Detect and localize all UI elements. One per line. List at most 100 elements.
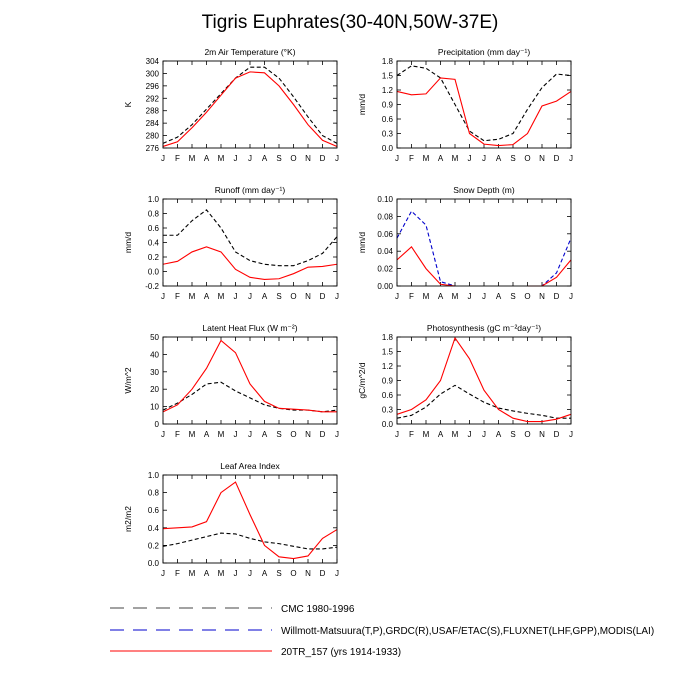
x-tick-label: J [234,430,238,439]
x-tick-label: A [496,292,502,301]
series-line-willmott-matsuura-usaf-etac [396,210,572,287]
plot-frame [162,60,338,149]
x-tick-label: J [468,154,472,163]
y-tick-label: 0.4 [148,239,160,248]
x-tick-label: J [161,430,165,439]
x-tick-label: A [204,292,210,301]
x-tick-label: S [276,154,281,163]
x-tick-label: J [569,292,573,301]
panel-latent-heat-flux-w-m: Latent Heat Flux (W m⁻²) W/m^2 0 10 20 30 40 50… [123,323,339,439]
x-tick-label: S [510,154,515,163]
y-tick-label: 0.3 [382,130,394,139]
y-tick-label: 0.8 [148,489,160,498]
panel-precipitation-mm-day: Precipitation (mm day⁻¹) mm/d 0.0 0.3 0.6 0.9… [357,47,573,163]
x-tick-label: F [175,430,180,439]
x-tick-label: O [524,154,530,163]
y-tick-label: 0.04 [377,247,393,256]
y-tick-label: 0.10 [377,195,393,204]
figure-title: Tigris Euphrates(30-40N,50W-37E) [202,12,499,33]
y-tick-label: 1.8 [382,333,394,342]
x-tick-label: A [496,430,502,439]
series-line-cmc-1980-1996 [162,66,338,144]
x-tick-label: D [320,430,326,439]
panel-title: Photosynthesis (gC m⁻²day⁻¹) [427,323,541,333]
y-tick-label: 0.6 [382,391,394,400]
legend-label-obs: Willmott-Matsuura(T,P),GRDC(R),USAF/ETAC… [281,626,654,637]
panels: 2m Air Temperature (°K) K 276 280 284 288 292 2… [123,47,573,578]
x-tick-label: A [262,154,268,163]
series-line-20tr-157 [396,77,572,147]
x-tick-label: J [161,292,165,301]
y-tick-label: -0.2 [145,282,159,291]
plot-frame [396,60,572,149]
plot-frame [396,198,572,287]
plot-frame [162,336,338,425]
y-axis-label: gC/m^2/d [357,362,367,398]
y-tick-label: 0.3 [382,406,394,415]
x-tick-label: A [262,292,268,301]
plot-frame [162,198,338,287]
panel-title: 2m Air Temperature (°K) [204,47,295,57]
x-tick-label: O [290,430,296,439]
x-tick-label: N [305,292,311,301]
y-tick-label: 0.0 [382,144,394,153]
legend-label-cmc: CMC 1980-1996 [281,604,355,615]
x-tick-label: M [218,154,225,163]
x-tick-label: J [248,569,252,578]
y-axis-label: mm/d [357,94,367,116]
x-tick-label: D [320,292,326,301]
y-tick-label: 1.5 [382,348,394,357]
x-tick-label: J [335,154,339,163]
y-tick-label: 50 [150,333,159,342]
x-tick-label: O [290,292,296,301]
x-tick-label: J [248,430,252,439]
y-tick-label: 292 [146,94,160,103]
y-tick-label: 0.6 [148,224,160,233]
y-tick-label: 304 [146,57,160,66]
x-tick-label: M [189,154,196,163]
x-tick-label: F [409,430,414,439]
panel-title: Leaf Area Index [220,461,280,471]
x-tick-label: N [305,569,311,578]
series-line-20tr-157 [396,246,572,287]
x-tick-label: J [234,292,238,301]
x-tick-label: J [161,154,165,163]
y-tick-label: 1.2 [382,86,394,95]
x-tick-label: M [452,292,459,301]
x-tick-label: M [452,154,459,163]
y-tick-label: 30 [150,368,159,377]
series-line-cmc-1980-1996 [162,381,338,413]
x-tick-label: J [395,292,399,301]
x-tick-label: O [290,154,296,163]
y-tick-label: 10 [150,403,159,412]
y-tick-label: 0.0 [382,420,394,429]
x-tick-label: F [409,154,414,163]
x-tick-label: M [423,154,430,163]
y-tick-label: 1.2 [382,362,394,371]
x-tick-label: D [320,154,326,163]
y-tick-label: 288 [146,107,160,116]
x-tick-label: F [175,292,180,301]
x-tick-label: M [189,292,196,301]
x-tick-label: F [175,569,180,578]
x-tick-label: A [438,292,444,301]
legend-label-model: 20TR_157 (yrs 1914-1933) [281,647,401,658]
x-tick-label: J [569,430,573,439]
series-line-20tr-157 [162,71,338,147]
plot-frame [162,474,338,564]
x-tick-label: J [468,292,472,301]
y-tick-label: 0 [155,420,160,429]
x-tick-label: A [438,430,444,439]
series-line-20tr-157 [162,481,338,560]
x-tick-label: N [539,430,545,439]
x-tick-label: M [218,569,225,578]
panel-photosynthesis-gc-m-day: Photosynthesis (gC m⁻²day⁻¹) gC/m^2/d 0.0 0… [357,323,573,439]
x-tick-label: J [395,154,399,163]
x-tick-label: A [204,154,210,163]
series-line-cmc-1980-1996 [396,65,572,142]
y-tick-label: 0.0 [148,268,160,277]
legend: CMC 1980-1996 Willmott-Matsuura(T,P),GRD… [110,604,654,658]
x-tick-label: S [276,569,281,578]
x-tick-label: N [539,292,545,301]
x-tick-label: J [335,292,339,301]
